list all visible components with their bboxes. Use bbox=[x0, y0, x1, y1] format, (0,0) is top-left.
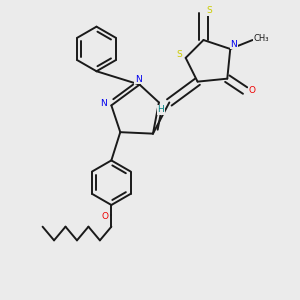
Text: O: O bbox=[101, 212, 108, 221]
Text: N: N bbox=[100, 99, 106, 108]
Text: N: N bbox=[230, 40, 237, 49]
Text: H: H bbox=[158, 105, 164, 114]
Text: CH₃: CH₃ bbox=[254, 34, 269, 43]
Text: N: N bbox=[135, 75, 142, 84]
Text: S: S bbox=[207, 6, 212, 15]
Text: S: S bbox=[176, 50, 182, 59]
Text: O: O bbox=[248, 86, 255, 95]
